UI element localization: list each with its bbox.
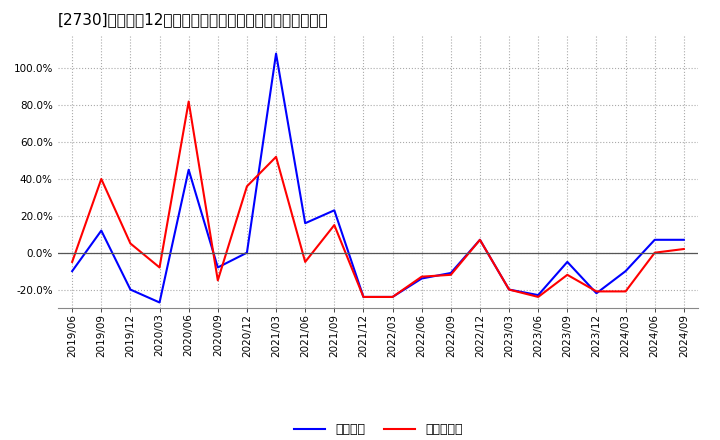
経常利益 <box>126 287 135 292</box>
当期純利益 <box>563 272 572 278</box>
経常利益 <box>156 300 164 305</box>
経常利益 <box>592 290 600 296</box>
経常利益 <box>68 268 76 274</box>
経常利益 <box>243 250 251 255</box>
当期純利益 <box>330 222 338 227</box>
経常利益 <box>534 293 543 298</box>
当期純利益 <box>621 289 630 294</box>
当期純利益 <box>592 289 600 294</box>
経常利益 <box>213 265 222 270</box>
当期純利益 <box>243 184 251 189</box>
経常利益 <box>330 208 338 213</box>
当期純利益 <box>418 274 426 279</box>
経常利益 <box>563 259 572 264</box>
経常利益 <box>271 51 280 56</box>
経常利益 <box>301 220 310 226</box>
経常利益 <box>621 268 630 274</box>
経常利益 <box>446 270 455 275</box>
経常利益 <box>476 237 485 242</box>
当期純利益 <box>301 259 310 264</box>
当期純利益 <box>388 294 397 300</box>
当期純利益 <box>650 250 659 255</box>
Line: 経常利益: 経常利益 <box>72 54 684 302</box>
当期純利益 <box>126 241 135 246</box>
当期純利益 <box>359 294 368 300</box>
経常利益 <box>388 294 397 300</box>
経常利益 <box>505 287 513 292</box>
当期純利益 <box>97 176 106 182</box>
当期純利益 <box>534 294 543 300</box>
経常利益 <box>418 276 426 281</box>
当期純利益 <box>505 287 513 292</box>
当期純利益 <box>184 99 193 104</box>
経常利益 <box>650 237 659 242</box>
当期純利益 <box>446 272 455 278</box>
経常利益 <box>359 294 368 300</box>
経常利益 <box>97 228 106 233</box>
当期純利益 <box>271 154 280 159</box>
経常利益 <box>680 237 688 242</box>
Text: [2730]　利益だ12か月移動合計の対前年同期増減率の推移: [2730] 利益だ12か月移動合計の対前年同期増減率の推移 <box>58 12 328 27</box>
当期純利益 <box>68 259 76 264</box>
Line: 当期純利益: 当期純利益 <box>72 102 684 297</box>
当期純利益 <box>156 265 164 270</box>
経常利益 <box>184 167 193 172</box>
当期純利益 <box>213 278 222 283</box>
当期純利益 <box>680 246 688 252</box>
Legend: 経常利益, 当期純利益: 経常利益, 当期純利益 <box>289 418 467 440</box>
当期純利益 <box>476 237 485 242</box>
